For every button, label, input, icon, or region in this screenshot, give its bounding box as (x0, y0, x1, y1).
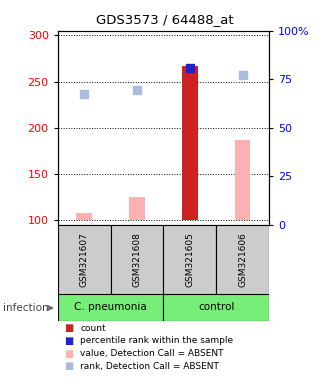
Text: GSM321607: GSM321607 (80, 232, 89, 286)
Text: value, Detection Call = ABSENT: value, Detection Call = ABSENT (80, 349, 224, 358)
Point (187, 65, 192, 71)
Bar (216, 225, 269, 294)
Text: rank, Detection Call = ABSENT: rank, Detection Call = ABSENT (80, 362, 219, 371)
Point (134, 87, 140, 93)
Text: ■: ■ (64, 323, 74, 333)
Text: ■: ■ (64, 349, 74, 359)
Text: ■: ■ (64, 361, 74, 371)
Text: C. pneumonia: C. pneumonia (74, 302, 147, 312)
Text: count: count (80, 324, 106, 333)
Bar (182, 66, 198, 220)
Bar (235, 140, 250, 220)
Bar (58, 225, 111, 294)
Text: percentile rank within the sample: percentile rank within the sample (80, 336, 233, 346)
Text: control: control (198, 302, 234, 312)
Text: GSM321606: GSM321606 (238, 232, 247, 286)
Text: GSM321608: GSM321608 (132, 232, 142, 286)
Point (240, 72, 245, 78)
Point (82, 91, 87, 97)
Bar (76, 213, 92, 220)
Text: GDS3573 / 64488_at: GDS3573 / 64488_at (96, 13, 234, 26)
Bar (58, 294, 163, 321)
Bar (129, 197, 145, 220)
Text: GSM321605: GSM321605 (185, 232, 194, 286)
Bar (163, 294, 269, 321)
Bar (163, 225, 216, 294)
Bar (111, 225, 163, 294)
Text: ■: ■ (64, 336, 74, 346)
Text: infection: infection (3, 303, 49, 313)
